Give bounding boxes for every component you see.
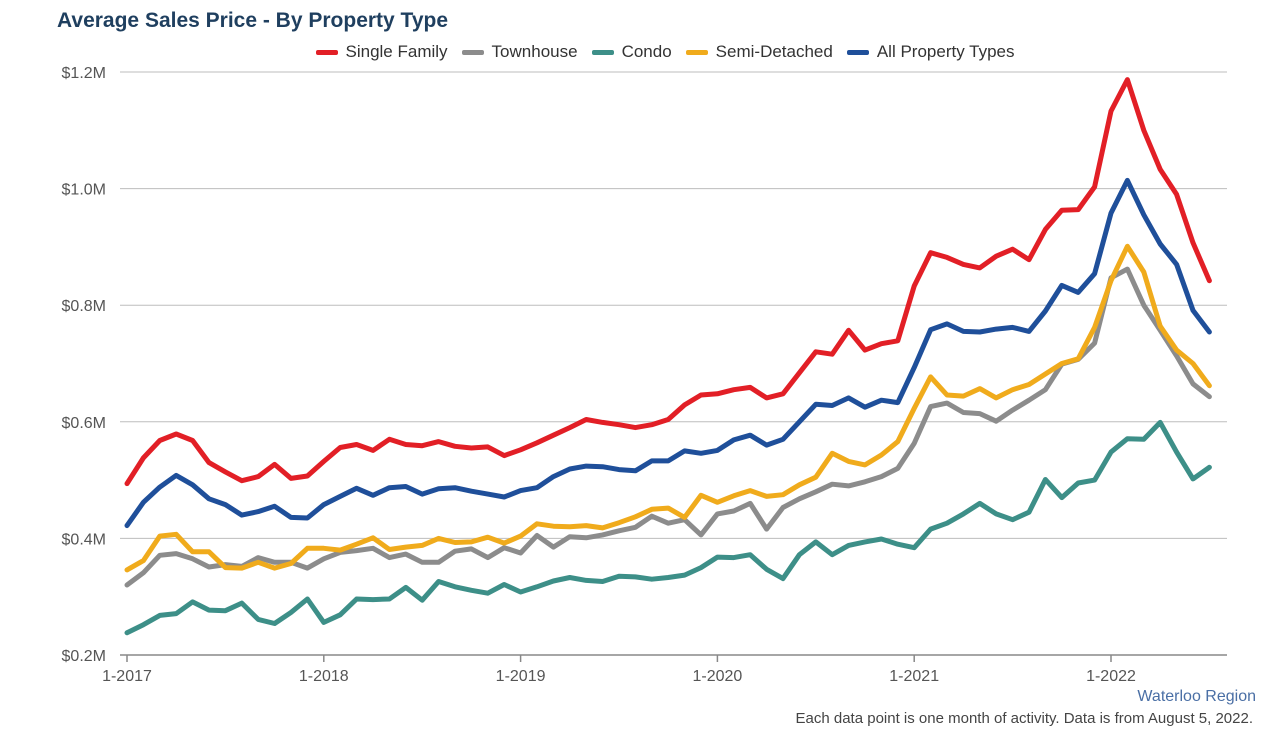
series-line-all-property-types: [124, 177, 1212, 529]
footnote: Each data point is one month of activity…: [795, 710, 1253, 727]
x-tick-label: 1-2019: [496, 668, 546, 685]
region-label: Waterloo Region: [1137, 688, 1256, 705]
y-tick-label: $0.6M: [62, 415, 106, 432]
legend-label: Semi-Detached: [715, 42, 833, 61]
legend-swatch: [591, 49, 614, 55]
series-line-semi-detached: [124, 243, 1212, 573]
legend-swatch: [461, 49, 484, 55]
series-lines: [124, 77, 1212, 636]
y-tick-label: $0.4M: [62, 531, 106, 548]
legend-label: Condo: [621, 42, 672, 61]
legend-item: Condo: [591, 42, 672, 62]
series-line-townhouse: [124, 266, 1212, 588]
legend-item: All Property Types: [846, 42, 1015, 62]
legend-label: Townhouse: [491, 42, 578, 61]
legend-item: Townhouse: [461, 42, 578, 62]
legend-swatch: [315, 49, 338, 55]
y-tick-label: $1.0M: [62, 182, 106, 199]
x-tick-label: 1-2017: [102, 668, 152, 685]
y-tick-label: $1.2M: [62, 65, 106, 82]
x-tick-label: 1-2020: [692, 668, 742, 685]
legend-swatch: [685, 49, 708, 55]
x-tick-label: 1-2022: [1086, 668, 1136, 685]
gridlines: [120, 71, 1227, 656]
chart-title: Average Sales Price - By Property Type: [57, 9, 449, 32]
legend-item: Semi-Detached: [685, 42, 833, 62]
chart-legend: Single Family Townhouse Condo Semi-Detached…: [0, 42, 1286, 62]
x-tick-label: 1-2018: [299, 668, 349, 685]
legend-label: All Property Types: [876, 42, 1015, 61]
legend-item: Single Family: [315, 42, 448, 62]
x-tick-label: 1-2021: [889, 668, 939, 685]
y-tick-label: $0.8M: [62, 298, 106, 315]
series-line-single-family: [124, 77, 1212, 487]
y-tick-label: $0.2M: [62, 648, 106, 665]
axes: $0.2M $0.4M $0.6M $0.8M $1.0M $1.2M 1-2017 1-20…: [62, 65, 1136, 685]
series-line-condo: [124, 419, 1212, 636]
legend-label: Single Family: [345, 42, 448, 61]
legend-swatch: [846, 49, 869, 55]
